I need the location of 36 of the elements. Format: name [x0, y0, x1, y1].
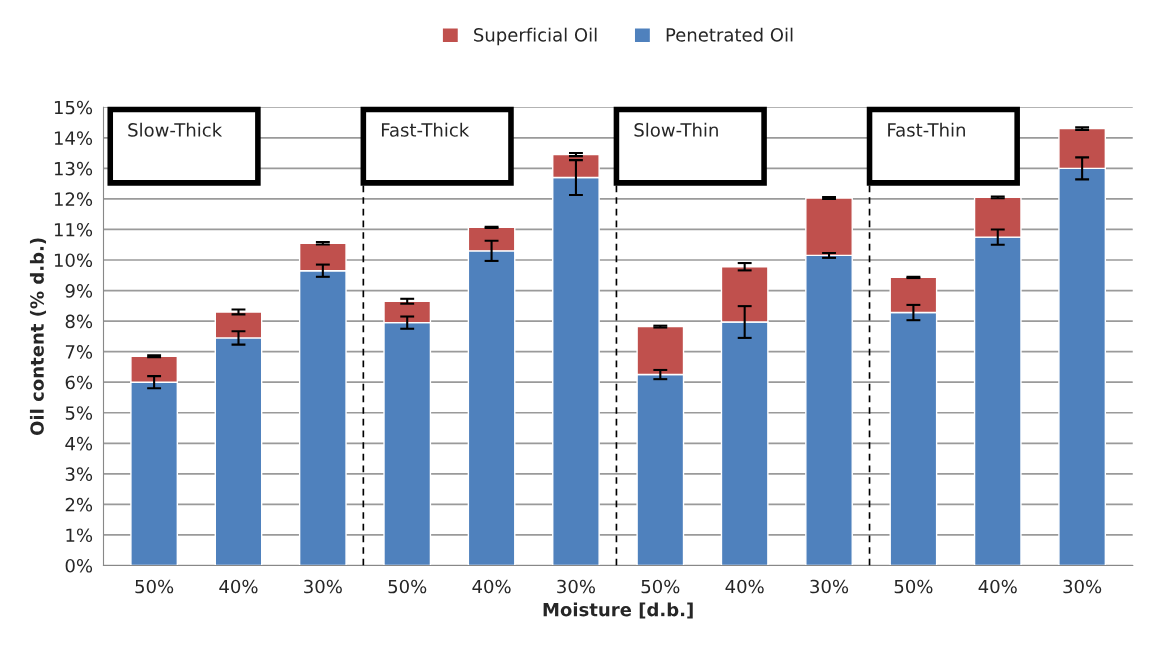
y-tick-label: 13% — [54, 161, 93, 176]
x-tick-label: 40% — [978, 579, 1017, 594]
x-tick-label: 50% — [894, 579, 933, 594]
annotation: Fast-Thick — [381, 122, 470, 137]
y-tick-label: 14% — [54, 131, 93, 145]
x-tick-label: 50% — [388, 579, 427, 594]
legend-label: Penetrated Oil — [666, 27, 793, 42]
y-tick-label: 5% — [65, 406, 93, 420]
y-tick-label: 15% — [54, 100, 93, 115]
x-axis-title: Moisture [d.b.] — [543, 602, 693, 619]
x-tick-label: 30% — [1063, 579, 1102, 594]
x-tick-label: 40% — [219, 579, 258, 594]
y-tick-label: 0% — [65, 558, 93, 573]
x-tick-label: 30% — [304, 579, 342, 594]
y-tick-label: 8% — [65, 314, 93, 329]
x-tick-label: 50% — [641, 579, 680, 594]
x-tick-label: 40% — [725, 579, 764, 594]
legend-label: Superficial Oil — [474, 27, 597, 46]
annotation: Fast-Thin — [888, 122, 965, 137]
y-tick-label: 11% — [54, 222, 93, 237]
y-tick-label: 6% — [65, 375, 93, 390]
x-tick-label: 40% — [472, 579, 511, 594]
y-tick-label: 7% — [65, 345, 93, 359]
y-tick-label: 4% — [65, 436, 93, 451]
y-tick-label: 1% — [66, 528, 93, 543]
y-tick-label: 9% — [65, 284, 93, 298]
x-tick-label: 30% — [557, 579, 596, 594]
annotation: Slow-Thin — [634, 122, 718, 137]
y-tick-label: 10% — [54, 253, 93, 268]
x-tick-label: 30% — [810, 579, 849, 594]
x-tick-label: 50% — [135, 579, 174, 594]
annotation: Slow-Thick — [128, 122, 223, 137]
y-tick-label: 12% — [54, 192, 93, 207]
y-axis-title: Oil content (% d.b.) — [29, 238, 47, 436]
y-tick-label: 2% — [65, 497, 93, 512]
y-tick-label: 3% — [65, 467, 93, 481]
